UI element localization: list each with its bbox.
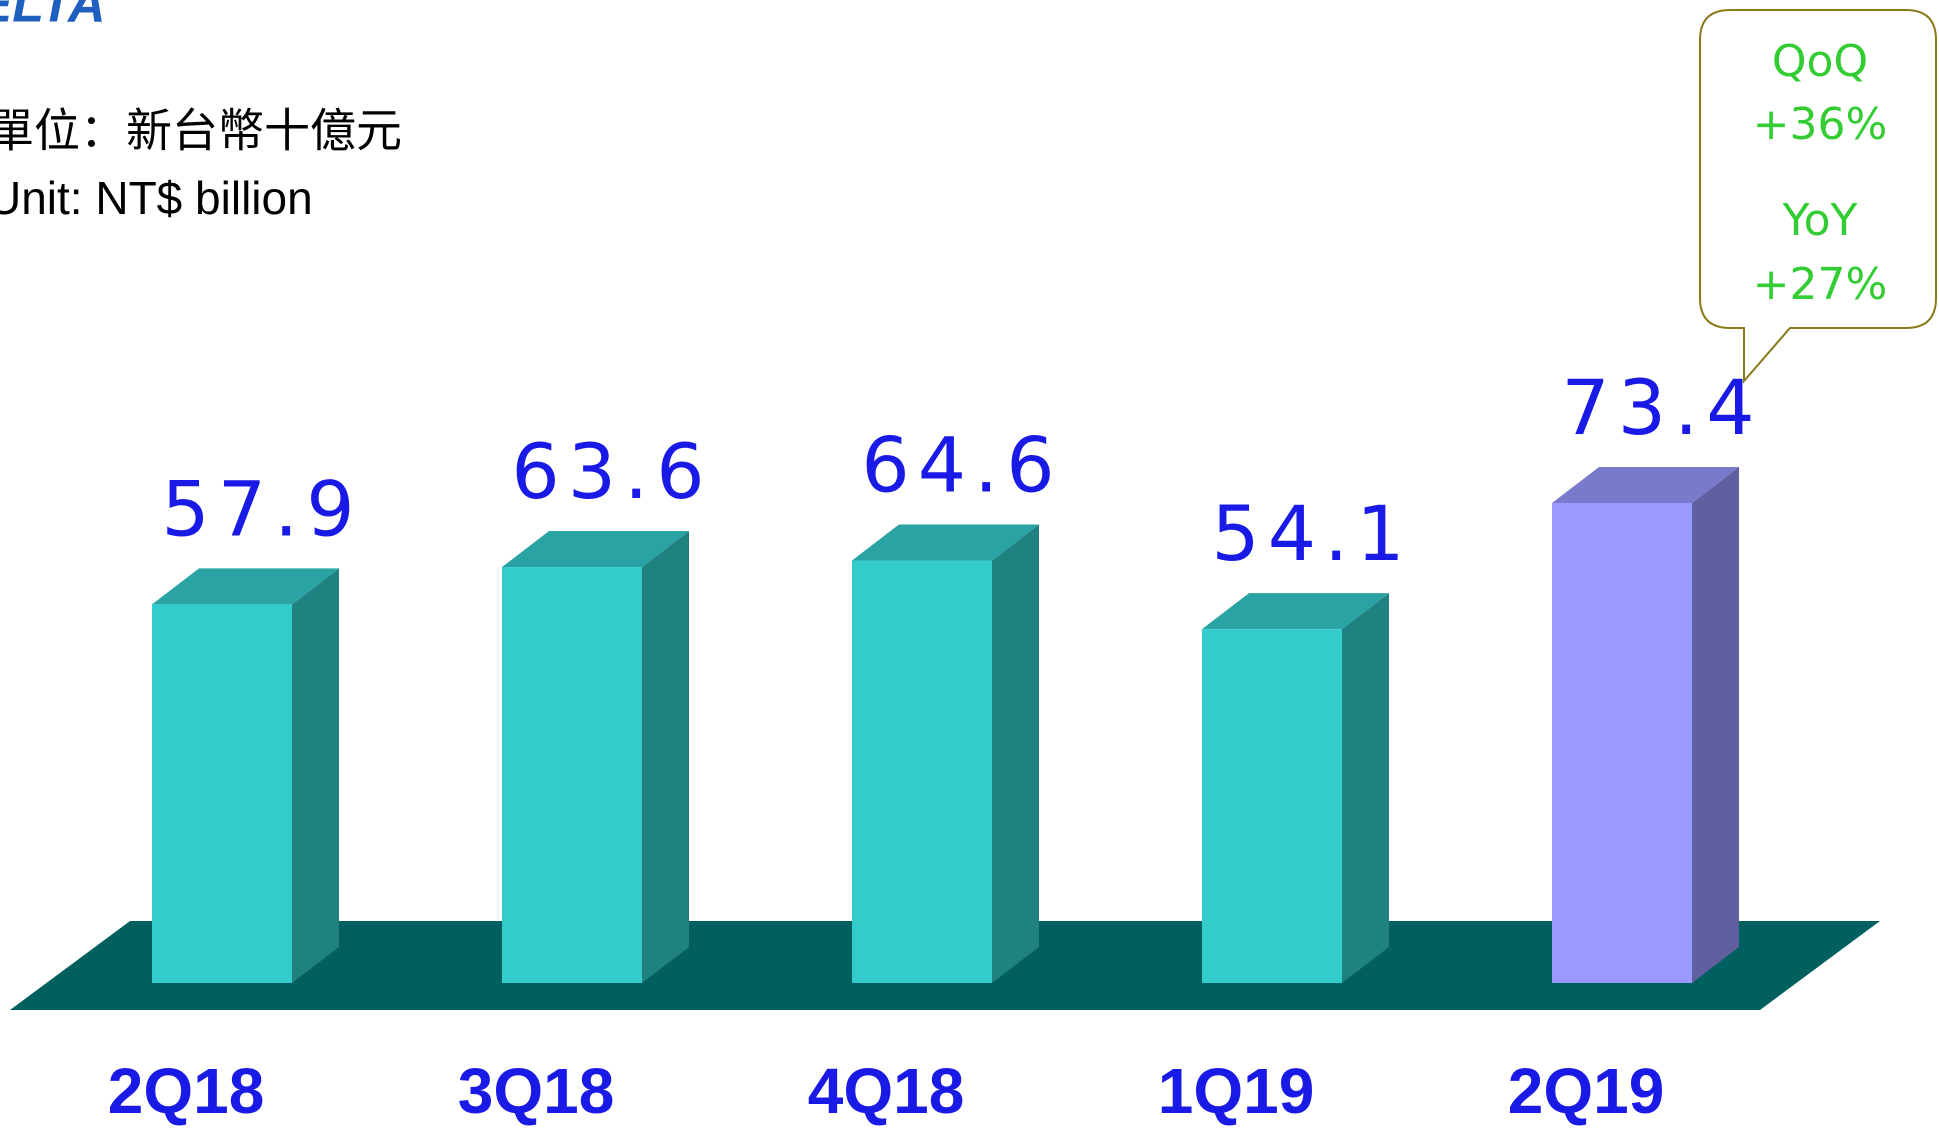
callout-text: QoQ: [1772, 36, 1868, 87]
callout-text: +27%: [1753, 259, 1888, 310]
bar: [502, 567, 642, 983]
unit-en: Unit: NT$ billion: [0, 172, 313, 224]
unit-zh: 單位：新台幣十億元: [0, 104, 402, 158]
bar-top: [1552, 466, 1739, 503]
value-label: 54.1: [1211, 489, 1412, 578]
value-label: 64.6: [861, 421, 1062, 510]
bar-side: [1342, 593, 1389, 983]
x-tick-label: 2Q19: [1508, 1055, 1665, 1127]
callout-text: +36%: [1753, 99, 1888, 150]
callout-text: YoY: [1782, 195, 1858, 246]
bar-side: [1692, 466, 1739, 983]
bar-side: [642, 531, 689, 983]
bar: [1552, 502, 1692, 983]
logo: DELTA: [0, 0, 106, 34]
value-label: 73.4: [1561, 363, 1762, 452]
value-label: 57.9: [161, 464, 362, 553]
bar-top: [152, 568, 339, 605]
x-tick-label: 2Q18: [108, 1055, 265, 1127]
x-tick-label: 3Q18: [458, 1055, 615, 1127]
value-label: 63.6: [511, 427, 712, 516]
bar-side: [292, 568, 339, 983]
bar: [852, 560, 992, 983]
bar-top: [1202, 593, 1389, 630]
bar-side: [992, 524, 1039, 983]
x-tick-label: 4Q18: [808, 1055, 965, 1127]
bar: [1202, 629, 1342, 983]
bar: [152, 604, 292, 983]
bar-top: [502, 531, 689, 568]
bar-top: [852, 524, 1039, 561]
callout-box: [1699, 9, 1937, 384]
x-tick-label: 1Q19: [1158, 1055, 1315, 1127]
